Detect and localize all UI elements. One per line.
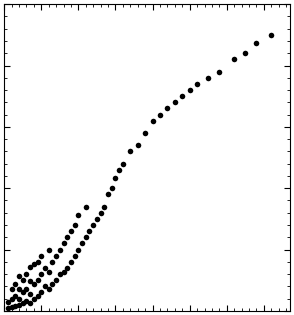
Point [102, 204, 107, 209]
Point [39, 253, 44, 258]
Point [20, 278, 25, 283]
Point [50, 281, 55, 286]
Point [20, 301, 25, 306]
Point [28, 291, 33, 296]
Point [9, 286, 14, 291]
Point [91, 222, 96, 227]
Point [232, 57, 237, 62]
Point [35, 259, 40, 264]
Point [39, 290, 44, 295]
Point [50, 259, 55, 264]
Point [9, 296, 14, 301]
Point [128, 149, 133, 154]
Point [9, 305, 14, 310]
Point [95, 216, 99, 221]
Point [54, 253, 59, 258]
Point [269, 32, 274, 37]
Point [69, 229, 73, 234]
Point [217, 69, 222, 74]
Point [143, 130, 148, 135]
Point [206, 75, 211, 80]
Point [35, 294, 40, 299]
Point [187, 88, 192, 93]
Point [195, 81, 199, 86]
Point [109, 186, 114, 191]
Point [17, 286, 21, 291]
Point [6, 306, 10, 311]
Point [17, 274, 21, 279]
Point [28, 301, 33, 306]
Point [83, 204, 88, 209]
Point [72, 253, 77, 258]
Point [180, 94, 185, 99]
Point [135, 143, 140, 148]
Point [17, 296, 21, 301]
Point [65, 265, 70, 270]
Point [28, 264, 33, 269]
Point [158, 112, 162, 117]
Point [69, 259, 73, 264]
Point [13, 281, 18, 286]
Point [117, 167, 121, 172]
Point [24, 272, 29, 277]
Point [57, 272, 62, 277]
Point [20, 290, 25, 295]
Point [98, 210, 103, 215]
Point [61, 269, 66, 274]
Point [87, 229, 92, 234]
Point [76, 213, 81, 218]
Point [173, 100, 177, 105]
Point [65, 235, 70, 240]
Point [57, 247, 62, 252]
Point [121, 161, 125, 166]
Point [31, 296, 36, 301]
Point [28, 279, 33, 284]
Point [54, 278, 59, 283]
Point [17, 302, 21, 307]
Point [46, 269, 51, 274]
Point [24, 299, 29, 304]
Point [46, 286, 51, 291]
Point [106, 192, 111, 197]
Point [113, 176, 118, 181]
Point [76, 247, 81, 252]
Point [165, 106, 170, 111]
Point [243, 51, 248, 56]
Point [83, 235, 88, 240]
Point [43, 265, 47, 270]
Point [31, 262, 36, 267]
Point [61, 241, 66, 246]
Point [6, 300, 10, 305]
Point [39, 272, 44, 277]
Point [13, 294, 18, 299]
Point [254, 41, 259, 46]
Point [24, 286, 29, 291]
Point [72, 222, 77, 227]
Point [43, 284, 47, 289]
Point [150, 118, 155, 123]
Point [13, 303, 18, 308]
Point [35, 278, 40, 283]
Point [31, 281, 36, 286]
Point [80, 241, 84, 246]
Point [46, 247, 51, 252]
